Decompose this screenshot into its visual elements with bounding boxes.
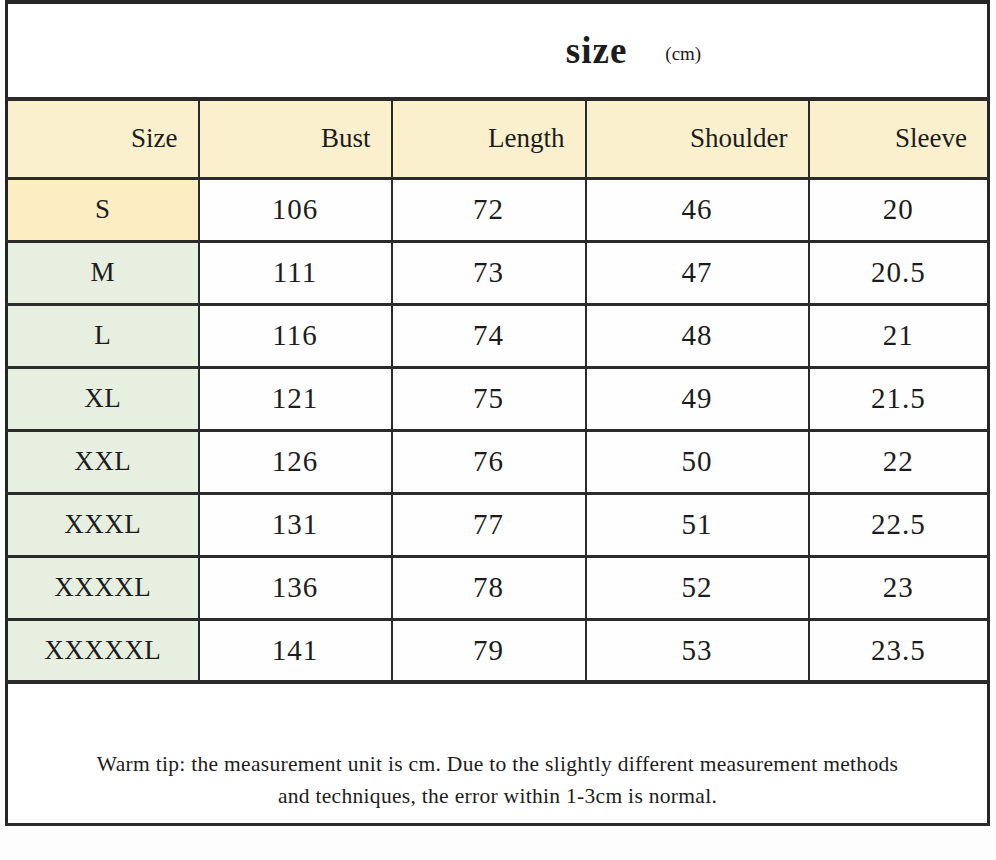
size-row-l: L 116 74 48 21: [7, 304, 989, 367]
chart-title-cell: size (cm): [7, 2, 989, 99]
warm-tip-line-2: and techniques, the error within 1-3cm i…: [18, 780, 977, 812]
sleeve-cell: 21: [809, 304, 989, 367]
length-cell: 72: [392, 178, 586, 241]
warm-tip-note: Warm tip: the measurement unit is cm. Du…: [7, 682, 989, 824]
size-row-xxxl: XXXL 131 77 51 22.5: [7, 493, 989, 556]
sleeve-cell: 20: [809, 178, 989, 241]
shoulder-cell: 52: [586, 556, 809, 619]
column-header-sleeve: Sleeve: [809, 99, 989, 178]
shoulder-cell: 51: [586, 493, 809, 556]
shoulder-cell: 53: [586, 619, 809, 682]
sleeve-cell: 23: [809, 556, 989, 619]
bust-cell: 111: [199, 241, 392, 304]
size-row-xl: XL 121 75 49 21.5: [7, 367, 989, 430]
size-cell: L: [7, 304, 199, 367]
column-header-bust: Bust: [199, 99, 392, 178]
bust-cell: 106: [199, 178, 392, 241]
size-cell: XL: [7, 367, 199, 430]
length-cell: 78: [392, 556, 586, 619]
shoulder-cell: 46: [586, 178, 809, 241]
column-header-size: Size: [7, 99, 199, 178]
bust-cell: 116: [199, 304, 392, 367]
sleeve-cell: 20.5: [809, 241, 989, 304]
length-cell: 74: [392, 304, 586, 367]
bust-cell: 131: [199, 493, 392, 556]
size-cell: M: [7, 241, 199, 304]
chart-title: size (cm): [145, 29, 996, 72]
column-header-shoulder: Shoulder: [586, 99, 809, 178]
size-cell: XXL: [7, 430, 199, 493]
size-cell: XXXXXL: [7, 619, 199, 682]
shoulder-cell: 48: [586, 304, 809, 367]
size-cell: XXXXL: [7, 556, 199, 619]
size-chart-frame: size (cm) Size Bust Length Shoulder Slee…: [0, 0, 996, 826]
bust-cell: 136: [199, 556, 392, 619]
bust-cell: 141: [199, 619, 392, 682]
length-cell: 73: [392, 241, 586, 304]
length-cell: 77: [392, 493, 586, 556]
sleeve-cell: 23.5: [809, 619, 989, 682]
size-row-xxxxxl: XXXXXL 141 79 53 23.5: [7, 619, 989, 682]
bust-cell: 126: [199, 430, 392, 493]
shoulder-cell: 50: [586, 430, 809, 493]
length-cell: 75: [392, 367, 586, 430]
size-chart-table: size (cm) Size Bust Length Shoulder Slee…: [5, 0, 990, 826]
warm-tip-line-1: Warm tip: the measurement unit is cm. Du…: [18, 748, 977, 780]
length-cell: 79: [392, 619, 586, 682]
header-row: Size Bust Length Shoulder Sleeve: [7, 99, 989, 178]
title-row: size (cm): [7, 2, 989, 99]
size-row-s: S 106 72 46 20: [7, 178, 989, 241]
sleeve-cell: 22: [809, 430, 989, 493]
shoulder-cell: 49: [586, 367, 809, 430]
shoulder-cell: 47: [586, 241, 809, 304]
size-row-xxl: XXL 126 76 50 22: [7, 430, 989, 493]
sleeve-cell: 21.5: [809, 367, 989, 430]
column-header-length: Length: [392, 99, 586, 178]
unit-text: (cm): [665, 43, 701, 65]
size-cell: S: [7, 178, 199, 241]
size-row-m: M 111 73 47 20.5: [7, 241, 989, 304]
size-cell: XXXL: [7, 493, 199, 556]
length-cell: 76: [392, 430, 586, 493]
sleeve-cell: 22.5: [809, 493, 989, 556]
size-row-xxxxl: XXXXL 136 78 52 23: [7, 556, 989, 619]
footer-row: Warm tip: the measurement unit is cm. Du…: [7, 682, 989, 824]
bust-cell: 121: [199, 367, 392, 430]
title-text: size: [566, 29, 628, 72]
